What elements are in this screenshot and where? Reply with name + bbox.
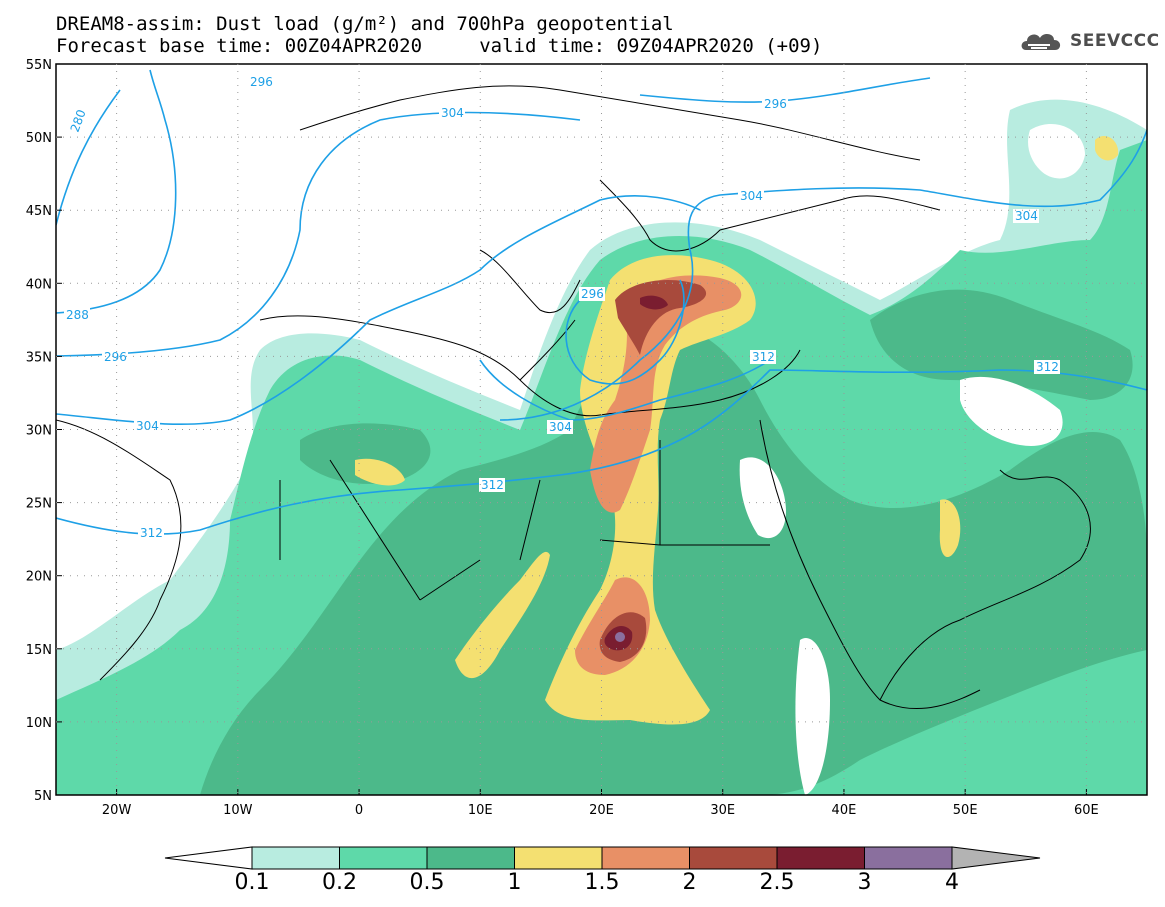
contour-label: 312 bbox=[140, 526, 163, 540]
contour-label: 304 bbox=[740, 189, 763, 203]
colorbar-segment bbox=[251, 846, 340, 870]
colorbar-tick-label: 0.5 bbox=[409, 870, 445, 895]
lon-tick-label: 30E bbox=[710, 803, 735, 818]
lon-tick-label: 0 bbox=[355, 803, 363, 818]
contour-label: 312 bbox=[752, 350, 775, 364]
colorbar-tick-label: 0.1 bbox=[234, 870, 270, 895]
colorbar-segment bbox=[426, 846, 515, 870]
lon-tick-label: 40E bbox=[832, 803, 857, 818]
colorbar-segment bbox=[514, 846, 603, 870]
lat-tick-label: 55N bbox=[26, 58, 52, 73]
contour-label: 304 bbox=[441, 106, 464, 120]
lat-tick-label: 15N bbox=[26, 643, 52, 658]
lat-tick-label: 5N bbox=[34, 789, 52, 804]
lat-tick-label: 45N bbox=[26, 204, 52, 219]
colorbar-segment bbox=[339, 846, 428, 870]
colorbar-segment bbox=[864, 846, 953, 870]
colorbar-tick-label: 1.5 bbox=[584, 870, 620, 895]
lon-tick-label: 10E bbox=[468, 803, 493, 818]
lon-tick-label: 50E bbox=[953, 803, 978, 818]
contour-labels: 280 288 296 304 312 296 304 312 296 304 … bbox=[64, 75, 1060, 540]
lat-tick-label: 50N bbox=[26, 131, 52, 146]
contour-label: 304 bbox=[136, 419, 159, 433]
colorbar-tick-label: 2 bbox=[682, 870, 697, 895]
colorbar-segment bbox=[776, 846, 865, 870]
lon-tick-label: 20W bbox=[102, 803, 132, 818]
map-title: DREAM8-assim: Dust load (g/m²) and 700hP… bbox=[56, 13, 674, 35]
dust-load-field bbox=[56, 64, 1147, 795]
lat-tick-label: 10N bbox=[26, 716, 52, 731]
lat-tick-label: 25N bbox=[26, 497, 52, 512]
seevccc-logo: SEEVCCC bbox=[1018, 24, 1160, 58]
contour-label: 296 bbox=[581, 287, 604, 301]
lon-tick-label: 10W bbox=[223, 803, 253, 818]
forecast-time-line: Forecast base time: 00Z04APR2020 valid t… bbox=[56, 35, 823, 57]
colorbar bbox=[164, 846, 1041, 870]
colorbar-tick-label: 3 bbox=[857, 870, 872, 895]
colorbar-low-triangle bbox=[164, 846, 253, 870]
colorbar-segment bbox=[689, 846, 778, 870]
contour-label: 312 bbox=[1036, 360, 1059, 374]
lat-tick-label: 20N bbox=[26, 570, 52, 585]
latitude-axis: 55N 50N 45N 40N 35N 30N 25N 20N 15N 10N 5N bbox=[26, 58, 1147, 804]
contour-label: 296 bbox=[250, 75, 273, 89]
contour-label: 288 bbox=[66, 308, 89, 322]
colorbar-tick-label: 0.2 bbox=[322, 870, 357, 895]
colorbar-high-triangle bbox=[951, 846, 1041, 870]
contour-label: 304 bbox=[1015, 209, 1038, 223]
lat-tick-label: 40N bbox=[26, 277, 52, 292]
colorbar-segment bbox=[601, 846, 690, 870]
lat-tick-label: 35N bbox=[26, 350, 52, 365]
colorbar-tick-label: 2.5 bbox=[759, 870, 795, 895]
geopotential-contours bbox=[56, 69, 1147, 535]
lat-tick-label: 30N bbox=[26, 424, 52, 439]
coastlines bbox=[56, 85, 1091, 709]
lon-tick-label: 60E bbox=[1074, 803, 1099, 818]
colorbar-tick-label: 1 bbox=[507, 870, 522, 895]
colorbar-tick-label: 4 bbox=[945, 870, 959, 895]
contour-label: 304 bbox=[549, 420, 572, 434]
cloud-icon bbox=[1021, 34, 1061, 50]
contour-label: 296 bbox=[104, 350, 127, 364]
lon-tick-label: 20E bbox=[589, 803, 614, 818]
contour-label: 312 bbox=[481, 478, 504, 492]
longitude-axis: 20W 10W 0 10E 20E 30E 40E 50E 60E bbox=[102, 64, 1099, 818]
logo-text: SEEVCCC bbox=[1070, 31, 1160, 51]
contour-label: 296 bbox=[764, 97, 787, 111]
